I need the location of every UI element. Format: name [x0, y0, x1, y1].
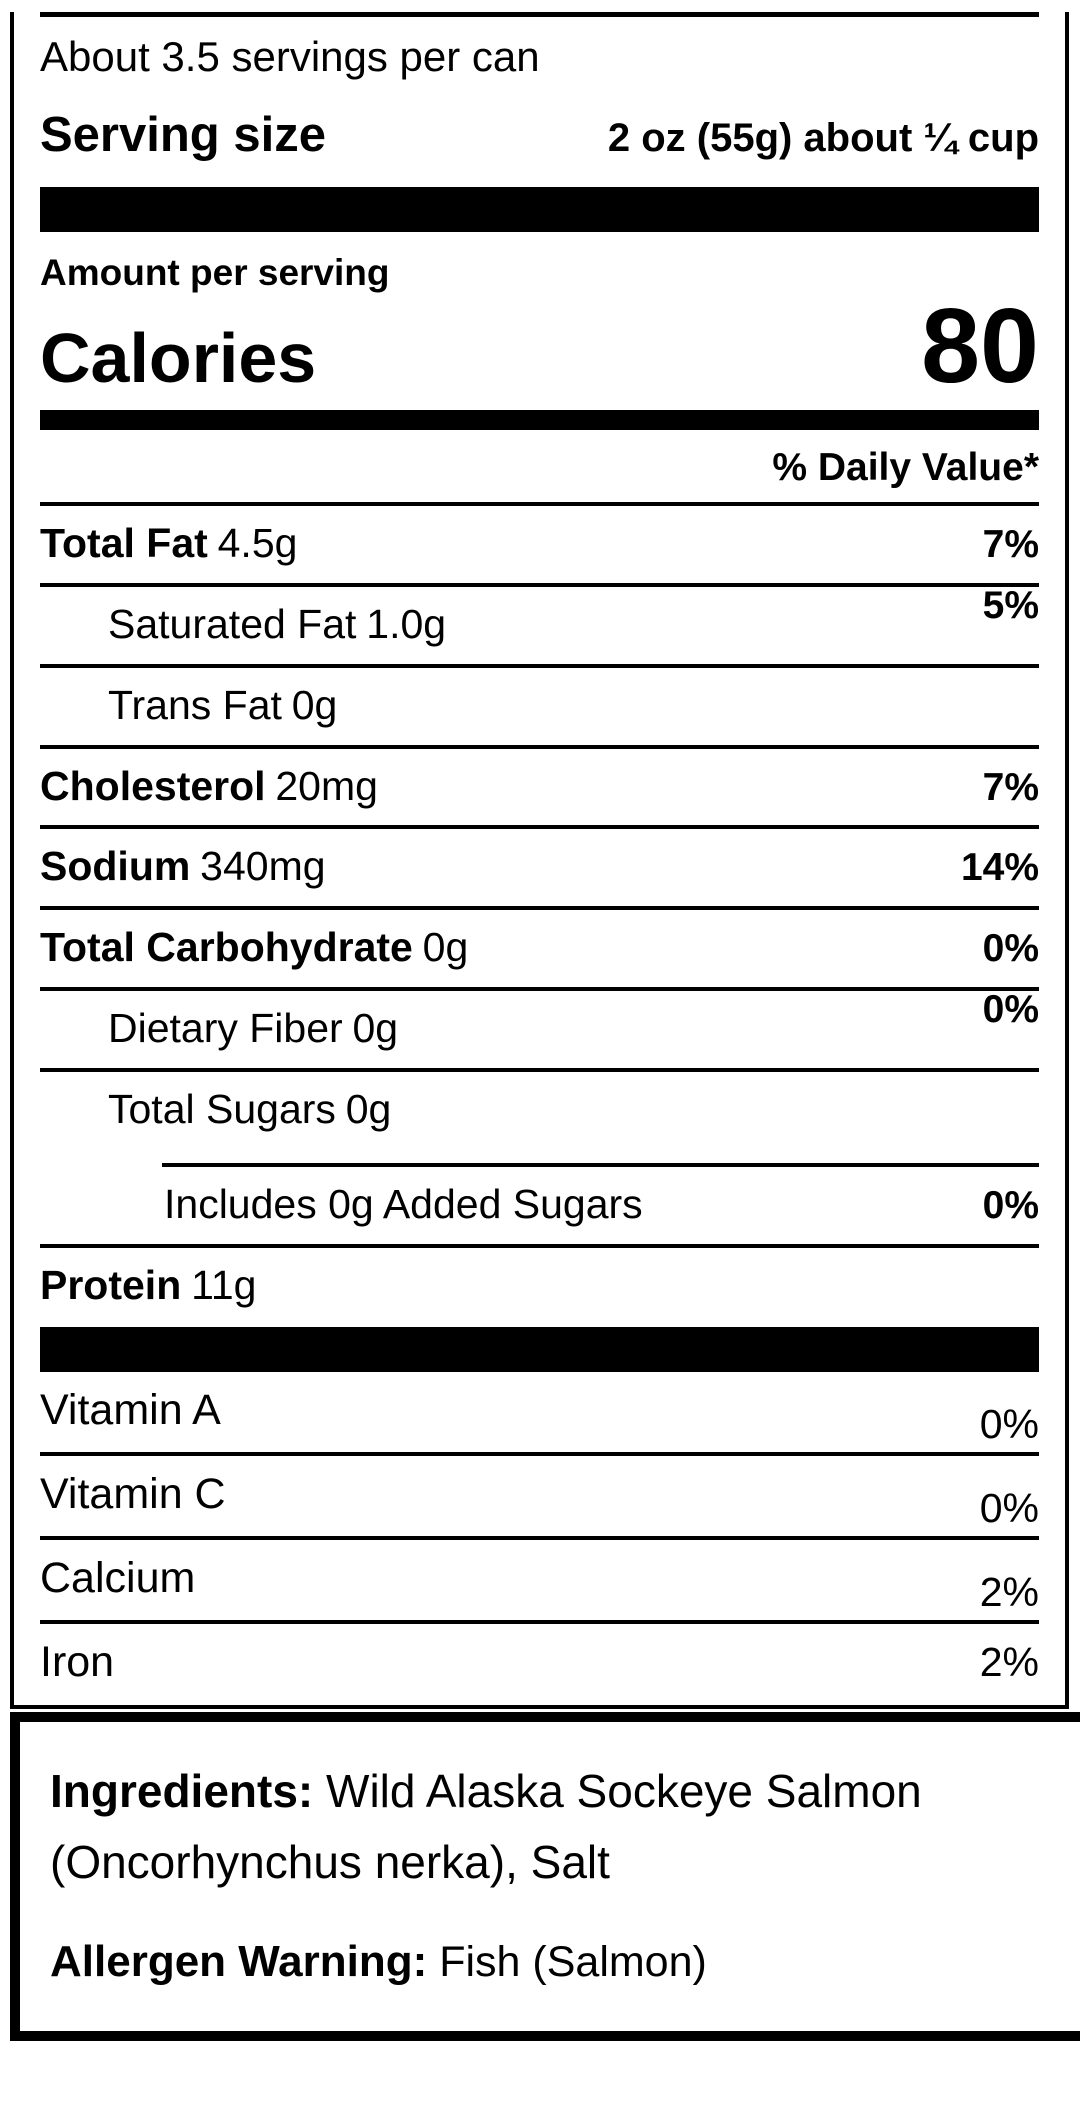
nutrient-amount: 4.5g — [217, 519, 298, 566]
vitamin-row-calcium: Calcium 2% — [40, 1540, 1039, 1620]
rule — [40, 987, 1039, 992]
nutrient-dv: 7% — [982, 522, 1039, 566]
serving-size-label: Serving size — [40, 108, 326, 163]
allergen-text: Fish (Salmon) — [439, 1938, 707, 1987]
nutrient-name-amount: Sodium 340mg — [40, 843, 326, 890]
nutrient-name: Trans Fat — [108, 681, 282, 728]
nutrient-name: Total Sugars — [108, 1086, 336, 1133]
rule — [40, 1243, 1039, 1248]
rule — [40, 582, 1039, 587]
vitamin-row-vitamin-c: Vitamin C 0% — [40, 1456, 1039, 1536]
nutrient-row-saturated-fat: Saturated Fat 1.0g 5% — [40, 583, 1039, 664]
vitamin-name: Vitamin C — [40, 1470, 226, 1519]
amount-per-serving: Amount per serving — [40, 252, 390, 294]
nutrient-name-amount: Cholesterol 20mg — [40, 762, 378, 810]
rule-indented — [162, 1163, 1039, 1168]
rule — [40, 1452, 1039, 1457]
nutrient-amount: 11g — [191, 1261, 257, 1308]
nutrient-name: Dietary Fiber — [108, 1005, 343, 1052]
rule — [40, 1536, 1039, 1541]
screenshot: { "label": { "servings_per_container": "… — [0, 12, 1080, 2112]
nutrient-amount: 0g — [422, 924, 469, 971]
serving-size-value: 2 oz (55g) about ¼ cup — [607, 116, 1039, 161]
nutrient-amount: 0g — [291, 681, 338, 728]
nutrient-name-amount: Trans Fat 0g — [40, 681, 338, 729]
rule — [40, 825, 1039, 830]
nutrient-amount: 20mg — [275, 762, 378, 809]
top-rule — [40, 12, 1039, 17]
vitamin-dv: 2% — [979, 1639, 1039, 1686]
allergen-label: Allergen Warning: — [50, 1937, 428, 1987]
vitamin-row-iron: Iron 2% — [40, 1624, 1039, 1704]
vitamin-name: Vitamin A — [40, 1385, 221, 1434]
nutrient-name: Cholesterol — [40, 762, 266, 809]
ingredients-panel: Ingredients: Wild Alaska Sockeye Salmon … — [10, 1711, 1080, 2041]
nutrient-dv: 0% — [982, 927, 1039, 971]
nutrient-row-cholesterol: Cholesterol 20mg 7% — [40, 749, 1039, 826]
nutrient-row-total-fat: Total Fat 4.5g 7% — [40, 506, 1039, 583]
nutrient-row-dietary-fiber: Dietary Fiber 0g 0% — [40, 988, 1039, 1068]
nutrient-name-amount: Saturated Fat 1.0g — [40, 600, 447, 648]
nutrient-row-added-sugars: Includes 0g Added Sugars 0% — [40, 1167, 1039, 1244]
nutrient-dv: 0% — [982, 988, 1039, 1032]
daily-value-header: % Daily Value* — [772, 445, 1039, 489]
nutrient-name-amount: Includes 0g Added Sugars — [40, 1181, 653, 1228]
servings-per-container: About 3.5 servings per can — [40, 33, 540, 80]
vitamin-name: Iron — [40, 1638, 115, 1687]
ingredients-label: Ingredients: — [50, 1764, 314, 1817]
nutrition-facts-panel: About 3.5 servings per can Serving size … — [10, 12, 1069, 1709]
vitamin-dv: 0% — [979, 1400, 1039, 1447]
nutrient-name-amount: Protein 11g — [40, 1261, 257, 1309]
rule — [40, 501, 1039, 506]
nutrient-dv: 5% — [982, 583, 1039, 627]
serving-size-row: Serving size 2 oz (55g) about ¼ cup — [40, 107, 1039, 163]
nutrient-name: Saturated Fat — [108, 600, 357, 647]
nutrient-amount: 1.0g — [366, 600, 447, 647]
panel-content: About 3.5 servings per can Serving size … — [14, 17, 1065, 1705]
divider-medium — [40, 409, 1039, 430]
nutrient-name: Total Fat — [40, 519, 208, 566]
nutrient-name-amount: Total Carbohydrate 0g — [40, 924, 469, 971]
nutrient-name: Protein — [40, 1261, 182, 1308]
ingredients-statement: Ingredients: Wild Alaska Sockeye Salmon … — [50, 1756, 1069, 1899]
rule — [40, 906, 1039, 911]
divider-thick-bottom — [40, 1326, 1039, 1372]
nutrient-name: Sodium — [40, 843, 191, 890]
nutrient-row-total-carbohydrate: Total Carbohydrate 0g 0% — [40, 910, 1039, 987]
divider-thick-top — [40, 187, 1039, 233]
nutrient-dv: 7% — [982, 765, 1039, 809]
calories-row: Calories 80 — [40, 287, 1039, 406]
nutrient-name: Total Carbohydrate — [40, 924, 413, 971]
nutrient-name-amount: Total Sugars 0g — [40, 1086, 392, 1133]
nutrient-name: Includes 0g Added Sugars — [164, 1181, 643, 1228]
vitamin-dv: 2% — [979, 1569, 1039, 1616]
nutrient-amount: 0g — [352, 1005, 399, 1052]
allergen-statement: Allergen Warning: Fish (Salmon) — [50, 1936, 1069, 1989]
nutrient-row-total-sugars: Total Sugars 0g — [40, 1072, 1039, 1163]
nutrient-row-trans-fat: Trans Fat 0g — [40, 668, 1039, 745]
vitamin-dv: 0% — [979, 1485, 1039, 1532]
calories-label: Calories — [40, 319, 317, 398]
nutrient-dv: 0% — [982, 1184, 1039, 1228]
rule — [40, 1620, 1039, 1625]
nutrient-name-amount: Total Fat 4.5g — [40, 519, 298, 567]
nutrient-row-protein: Protein 11g — [40, 1248, 1039, 1325]
rule — [40, 663, 1039, 668]
ingredients-text: Wild Alaska Sockeye Salmon (Oncorhynchus… — [50, 1764, 922, 1888]
nutrient-amount: 340mg — [200, 843, 326, 890]
nutrient-dv: 14% — [960, 846, 1039, 890]
rule — [40, 1068, 1039, 1073]
nutrient-row-sodium: Sodium 340mg 14% — [40, 829, 1039, 906]
nutrient-amount: 0g — [345, 1086, 392, 1133]
vitamin-row-vitamin-a: Vitamin A 0% — [40, 1372, 1039, 1452]
rule — [40, 744, 1039, 749]
vitamin-name: Calcium — [40, 1554, 196, 1603]
nutrient-name-amount: Dietary Fiber 0g — [40, 1005, 399, 1052]
calories-value: 80 — [921, 287, 1039, 406]
